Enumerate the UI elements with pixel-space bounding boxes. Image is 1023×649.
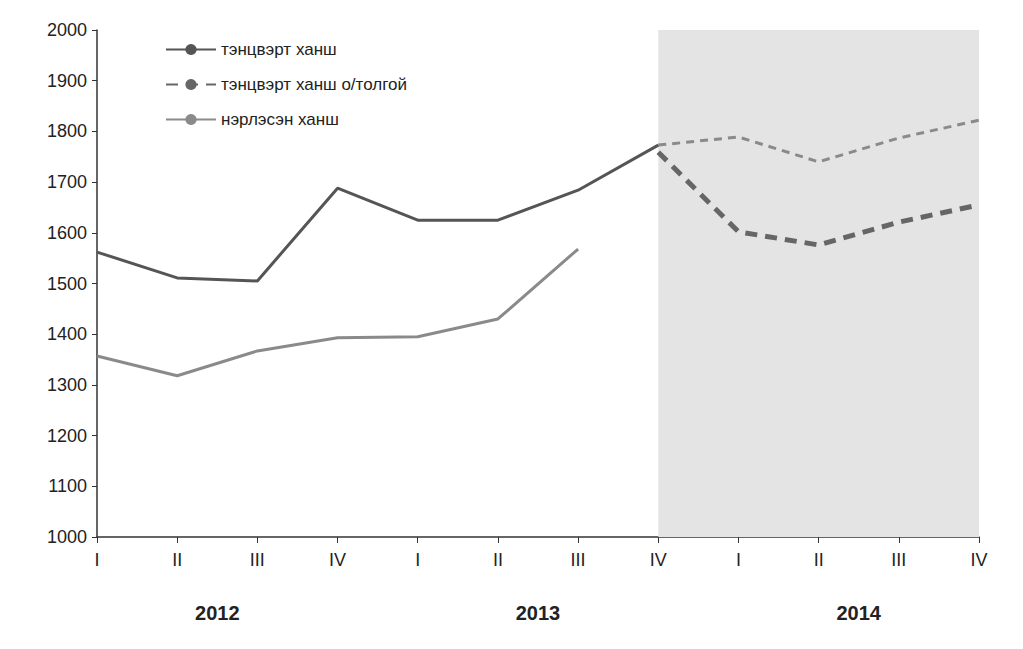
svg-text:1500: 1500 (47, 274, 87, 294)
svg-text:2000: 2000 (47, 20, 87, 40)
svg-text:1000: 1000 (47, 527, 87, 547)
svg-text:IV: IV (329, 550, 346, 570)
svg-text:I: I (94, 550, 99, 570)
svg-text:I: I (736, 550, 741, 570)
svg-text:нэрлэсэн ханш: нэрлэсэн ханш (221, 110, 339, 129)
svg-text:тэнцвэрт ханш о/толгой: тэнцвэрт ханш о/толгой (221, 75, 407, 94)
svg-text:1400: 1400 (47, 324, 87, 344)
svg-text:1700: 1700 (47, 172, 87, 192)
svg-text:2013: 2013 (516, 602, 561, 624)
svg-text:1900: 1900 (47, 71, 87, 91)
svg-text:2012: 2012 (195, 602, 240, 624)
svg-text:1800: 1800 (47, 121, 87, 141)
svg-text:I: I (415, 550, 420, 570)
svg-text:1200: 1200 (47, 426, 87, 446)
svg-text:2014: 2014 (836, 602, 881, 624)
svg-text:III: III (891, 550, 906, 570)
svg-text:III: III (250, 550, 265, 570)
svg-text:IV: IV (970, 550, 987, 570)
svg-text:IV: IV (650, 550, 667, 570)
svg-text:II: II (493, 550, 503, 570)
svg-text:1600: 1600 (47, 223, 87, 243)
svg-text:1300: 1300 (47, 375, 87, 395)
svg-text:тэнцвэрт ханш: тэнцвэрт ханш (221, 40, 337, 59)
svg-text:III: III (571, 550, 586, 570)
svg-text:II: II (814, 550, 824, 570)
svg-text:II: II (172, 550, 182, 570)
svg-text:1100: 1100 (48, 476, 87, 496)
